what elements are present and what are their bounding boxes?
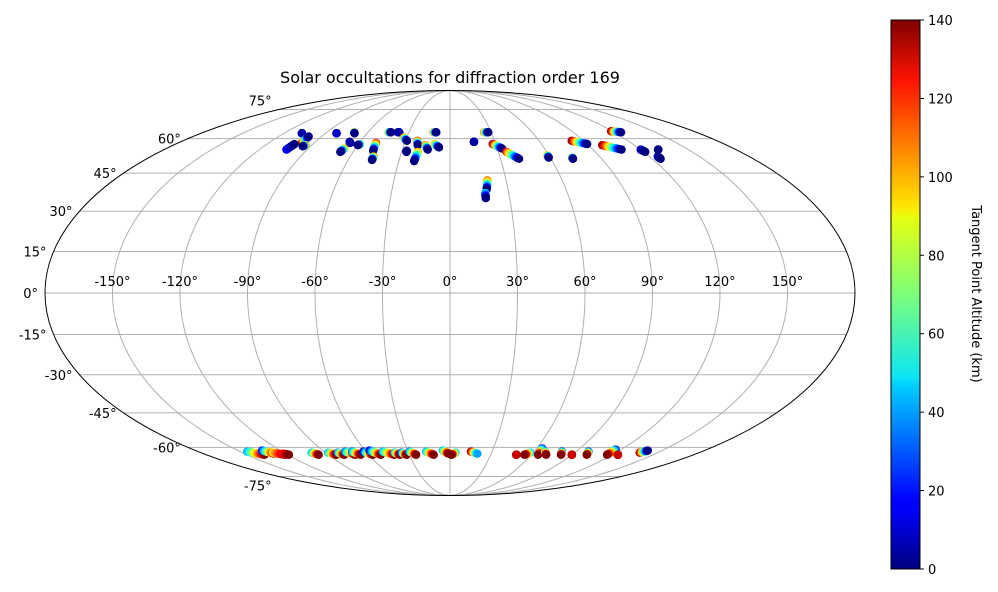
data-point (582, 139, 592, 149)
longitude-tick-label: 30° (506, 275, 529, 290)
data-point (298, 142, 307, 151)
data-point (582, 450, 591, 459)
latitude-tick-label: 75° (249, 95, 272, 110)
data-point (447, 450, 456, 459)
data-point (544, 153, 553, 162)
data-point (332, 129, 341, 138)
longitude-tick-label: 150° (772, 275, 803, 290)
data-point (304, 132, 313, 141)
data-point (402, 136, 412, 145)
data-point (386, 128, 396, 137)
colorbar-tick-label: 40 (928, 406, 945, 421)
data-point (402, 147, 411, 157)
latitude-tick-label: -45° (89, 407, 117, 422)
longitude-tick-labels: -150° -120° -90° -60° -30° 0° 30° 60° 90° 120° 150… (94, 275, 803, 290)
latitude-tick-label: 45° (94, 167, 117, 182)
latitude-tick-label: -60° (153, 441, 181, 456)
longitude-tick-label: -60° (301, 275, 329, 290)
data-point (353, 140, 362, 150)
longitude-tick-label: 0° (443, 275, 458, 290)
colorbar-tick-label: 120 (928, 92, 953, 107)
map-gridlines (45, 90, 855, 496)
colorbar: 0 20 40 60 80 100 120 140 Tangent Point Altitud… (890, 14, 983, 578)
data-point (432, 128, 441, 137)
colorbar-tick-label: 0 (928, 563, 936, 578)
latitude-tick-label: 0° (23, 287, 38, 302)
data-point (602, 450, 612, 459)
data-point (643, 446, 653, 455)
data-point (617, 145, 626, 154)
longitude-tick-label: 120° (704, 275, 735, 290)
data-point (314, 450, 323, 459)
latitude-tick-label: -75° (244, 479, 272, 494)
longitude-tick-label: 60° (573, 275, 596, 290)
colorbar-tick-label: 100 (928, 171, 953, 186)
data-point (423, 145, 432, 154)
data-point (568, 154, 578, 163)
data-point (413, 140, 422, 150)
data-point (653, 145, 663, 154)
latitude-tick-label: 15° (24, 246, 47, 261)
data-point (284, 450, 294, 459)
data-point (481, 193, 490, 203)
data-point (409, 156, 419, 166)
data-point (346, 138, 355, 148)
longitude-tick-label: -150° (94, 275, 130, 290)
data-point (484, 128, 493, 137)
colorbar-gradient (890, 19, 921, 570)
map-outline (44, 90, 856, 496)
data-point (556, 450, 566, 459)
data-point (336, 147, 345, 157)
chart-title: Solar occultations for diffraction order… (280, 68, 620, 87)
data-point (514, 154, 524, 163)
data-point (613, 450, 623, 459)
colorbar-tick-label: 60 (928, 328, 945, 343)
latitude-tick-label: -15° (19, 328, 47, 343)
data-point (434, 143, 444, 152)
data-point (290, 139, 299, 149)
data-point (429, 450, 438, 459)
colorbar-tick-label: 140 (928, 14, 953, 29)
latitude-tick-label: -30° (45, 369, 73, 384)
data-point (367, 155, 377, 165)
latitude-tick-label: 30° (49, 205, 72, 220)
data-point (541, 450, 551, 459)
colorbar-tick-label: 80 (928, 249, 945, 264)
latitude-tick-label: 60° (158, 133, 181, 148)
data-point (350, 129, 359, 138)
data-point (473, 449, 482, 458)
colorbar-tick-label: 20 (928, 485, 945, 500)
colorbar-label: Tangent Point Altitude (km) (968, 204, 983, 382)
longitude-tick-label: -90° (234, 275, 262, 290)
data-point (411, 450, 421, 459)
data-point (567, 450, 577, 459)
longitude-tick-label: -30° (369, 275, 397, 290)
longitude-tick-label: -120° (162, 275, 198, 290)
data-point (533, 450, 543, 459)
colorbar-ticks: 0 20 40 60 80 100 120 140 (920, 14, 953, 578)
data-point (469, 137, 479, 147)
data-point (616, 128, 626, 137)
data-point (641, 147, 650, 157)
latitude-tick-labels: 75° 60° 45° 30° 15° 0° -15° -30° -45° -60° -75° (19, 95, 272, 495)
data-point (520, 450, 529, 459)
data-point (512, 450, 521, 459)
data-point (656, 154, 665, 163)
map-data-points (243, 127, 665, 459)
longitude-tick-label: 90° (641, 275, 664, 290)
